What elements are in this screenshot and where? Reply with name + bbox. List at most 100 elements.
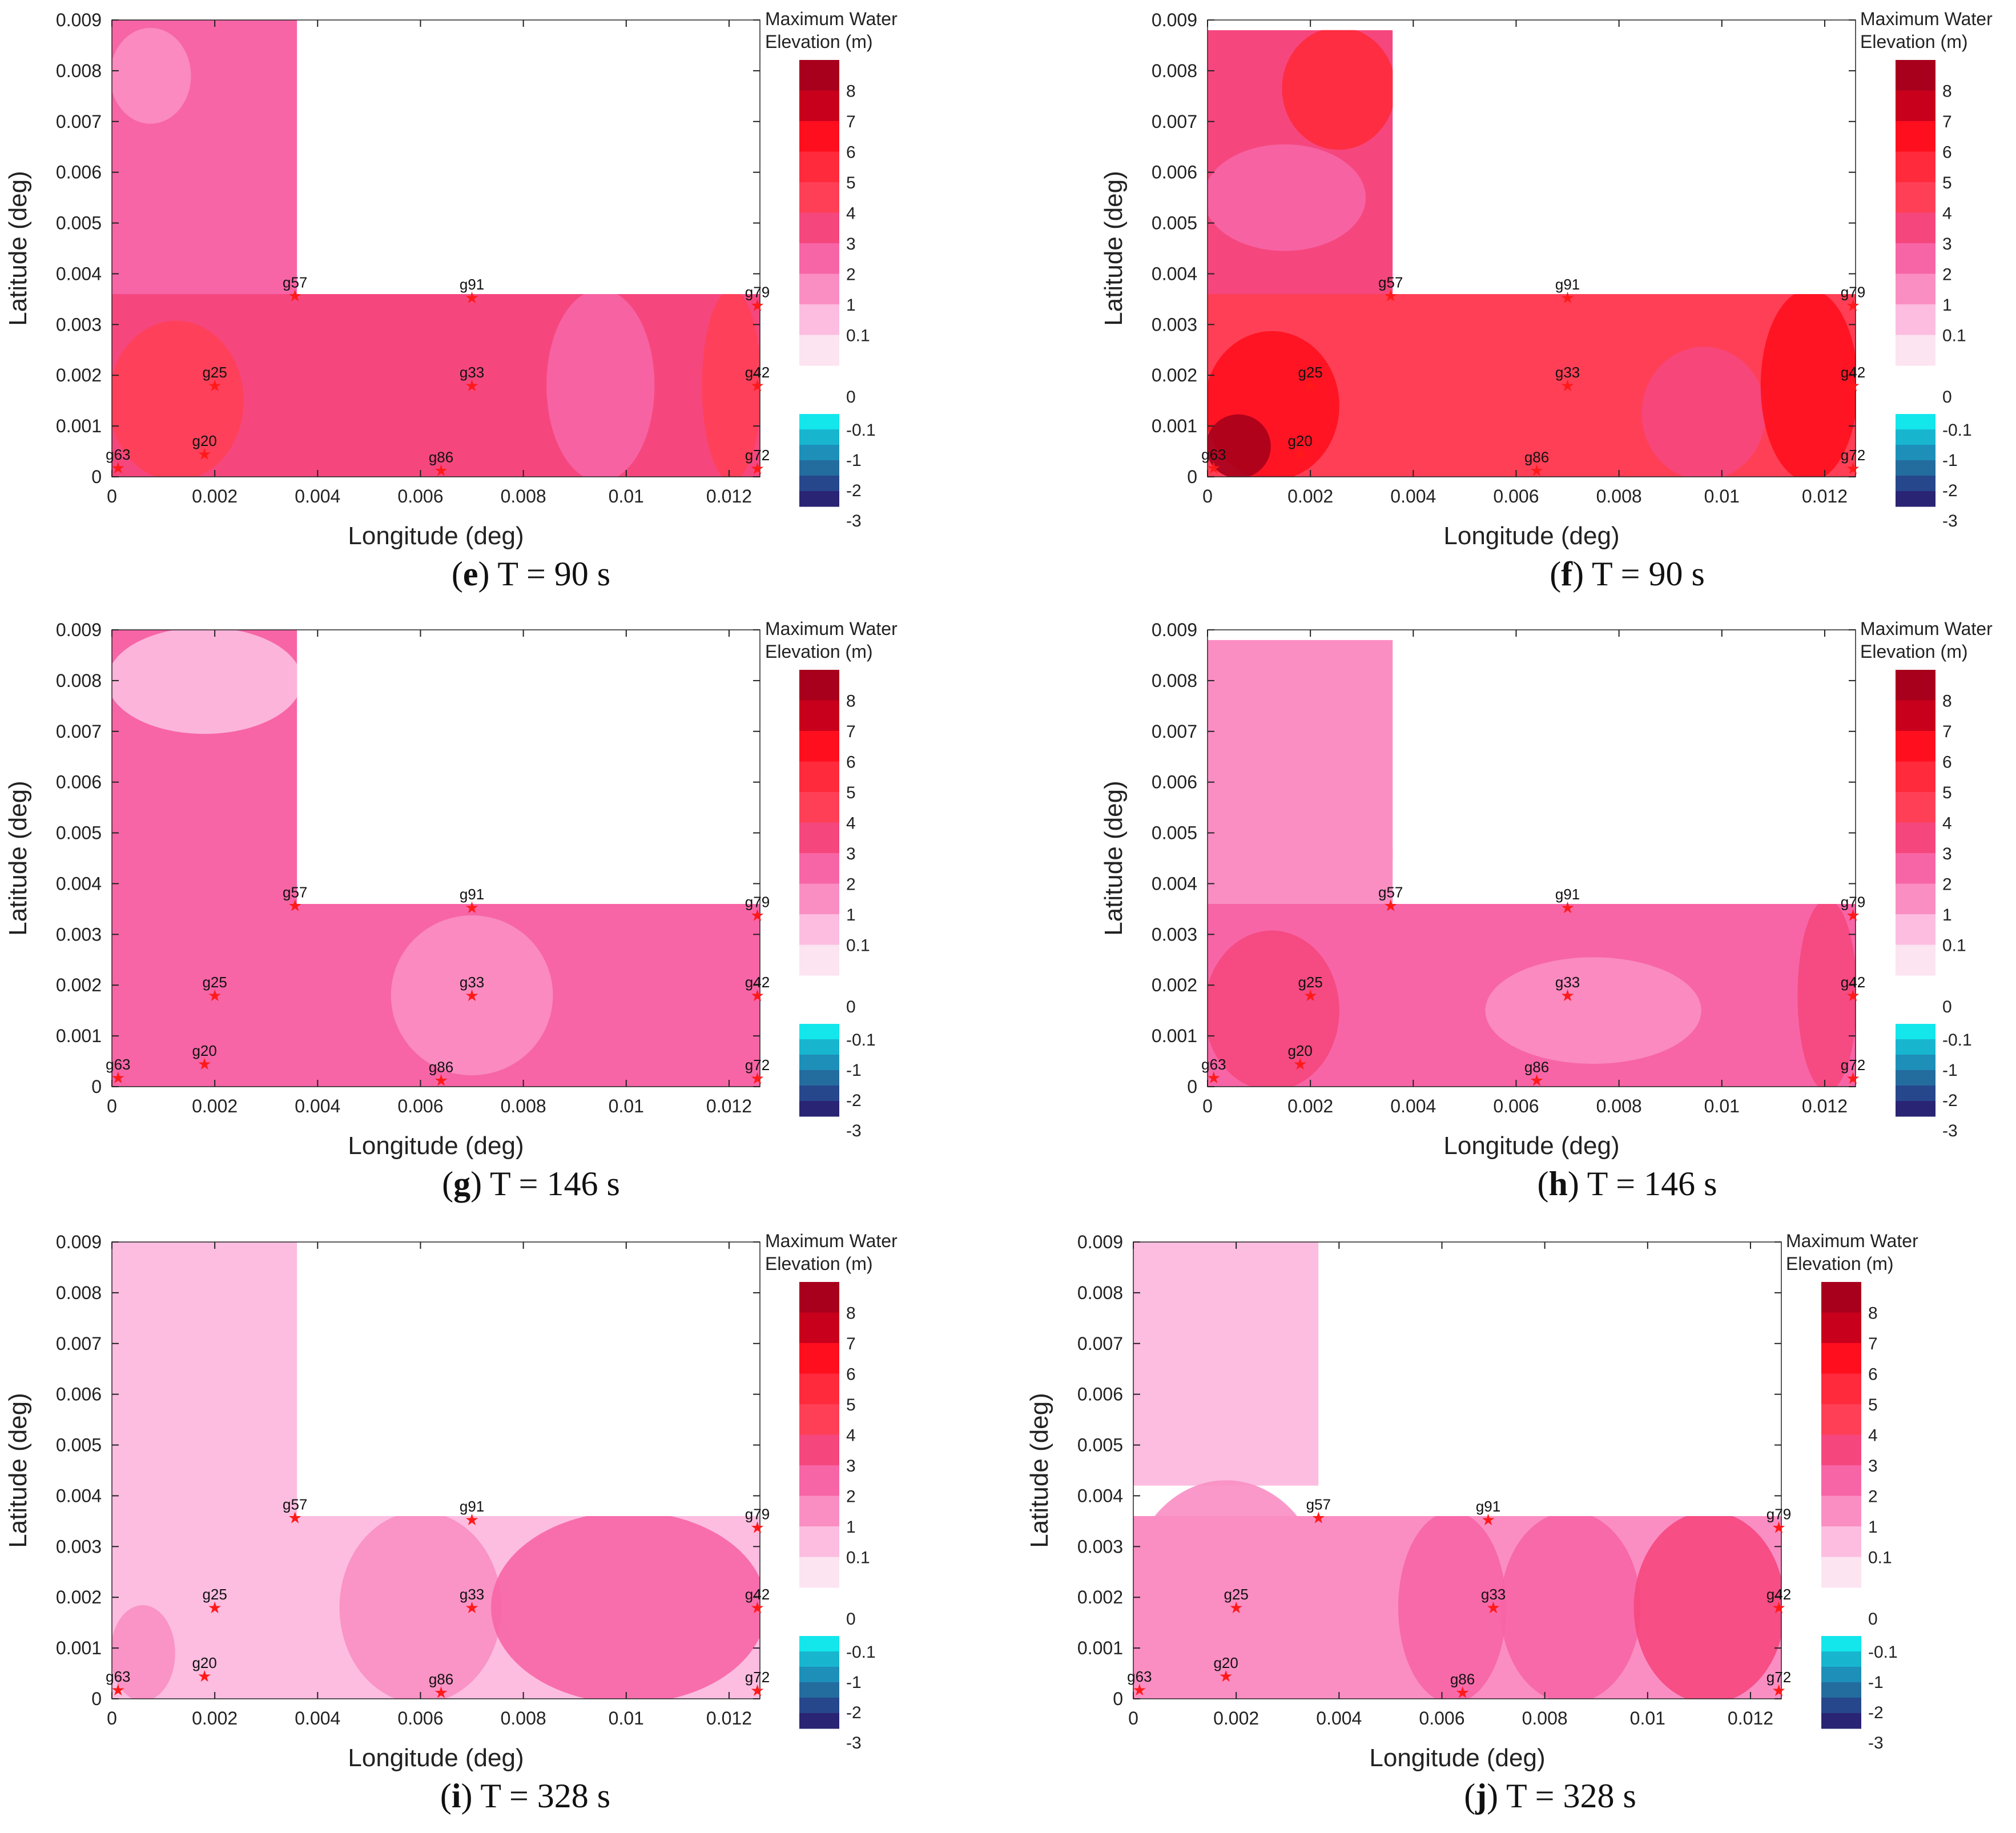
colorbar-tick-label: 2 [846, 875, 856, 894]
colorbar-tick-label: 5 [1868, 1396, 1878, 1414]
x-tick-label: 0.004 [1390, 486, 1436, 507]
elevation-region [1208, 831, 1398, 875]
colorbar-tick-label: 0 [1942, 998, 1952, 1016]
x-tick-label: 0.002 [192, 1096, 238, 1116]
gauge-label: g79 [745, 284, 770, 301]
colorbar-swatch [1821, 1713, 1861, 1729]
gauge-label: g20 [1287, 1042, 1312, 1059]
elevation-region [1797, 899, 1856, 1087]
colorbar-swatch [799, 1039, 839, 1055]
colorbar-tick-label: 8 [1942, 82, 1952, 101]
colorbar-swatch [799, 243, 839, 274]
gauge-label: g42 [1766, 1586, 1791, 1603]
colorbar-swatch [1896, 335, 1935, 366]
plot-frame [1207, 629, 1856, 1087]
gauge-marker: ★ [208, 1599, 222, 1617]
panel-e: 0 0.002 0.004 0.006 0.008 0.01 0.012 0 0.001 0.00… [4, 9, 898, 593]
plot-frame [1207, 19, 1856, 477]
elevation-region [1485, 957, 1701, 1064]
gauge-label: g20 [192, 1042, 216, 1059]
colorbar-tick-label: 7 [846, 112, 856, 131]
y-axis-label: Latitude (deg) [4, 171, 32, 326]
colorbar-tick-label: -1 [846, 451, 862, 470]
colorbar-swatch [1896, 151, 1935, 183]
colorbar-tick-label: 0 [846, 1610, 856, 1629]
colorbar-swatch [1821, 1557, 1861, 1588]
colorbar-title: Elevation (m) [765, 641, 873, 662]
colorbar-tick-label: -2 [846, 1091, 862, 1110]
x-tick-label: 0.01 [609, 1096, 644, 1116]
x-tick-label: 0.006 [397, 1096, 443, 1116]
colorbar-tick-label: 3 [846, 845, 856, 863]
elevation-field [1133, 1242, 1781, 1699]
colorbar-swatch [1821, 1682, 1861, 1698]
colorbar-tick-label: 1 [846, 1518, 856, 1537]
colorbar-swatch [1896, 491, 1935, 507]
colorbar-swatch [799, 1636, 839, 1652]
x-tick-label: 0.012 [706, 486, 752, 507]
colorbar-title: Maximum Water [1860, 618, 1993, 639]
gauge-marker: ★ [208, 987, 222, 1004]
colorbar-swatch [799, 1526, 839, 1557]
y-tick-label: 0.008 [1152, 670, 1197, 691]
elevation-region [1633, 1512, 1781, 1699]
elevation-region [1133, 1242, 1319, 1486]
colorbar-swatch [1821, 1636, 1861, 1652]
y-tick-label: 0.007 [1077, 1333, 1123, 1354]
colorbar-swatch [1896, 1070, 1935, 1086]
gauge-label: g63 [1201, 446, 1226, 463]
colorbar-swatch [799, 121, 839, 152]
y-tick-label: 0.003 [1077, 1536, 1123, 1557]
gauge-label: g25 [1298, 974, 1322, 991]
y-tick-label: 0.004 [1152, 263, 1197, 284]
elevation-field [1208, 640, 1856, 1087]
gauge-marker: ★ [750, 1682, 764, 1699]
colorbar-swatch [799, 883, 839, 915]
x-tick-label: 0.012 [1802, 486, 1848, 507]
y-tick-label: 0.005 [1077, 1435, 1123, 1456]
gauge-marker: ★ [1560, 899, 1575, 916]
gauge-marker: ★ [1846, 377, 1860, 395]
gauge-label: g33 [1555, 364, 1580, 381]
x-axis-label: Longitude (deg) [348, 522, 524, 550]
gauge-label: g57 [1306, 1496, 1331, 1513]
colorbar-tick-label: 0.1 [1942, 936, 1966, 955]
colorbar-swatch [1896, 1086, 1935, 1102]
gauge-marker: ★ [1132, 1681, 1146, 1699]
colorbar-tick-label: -2 [846, 1703, 862, 1722]
y-tick-label: 0.004 [56, 263, 102, 284]
panel-i: 0 0.002 0.004 0.006 0.008 0.01 0.012 0 0.001 0.00… [4, 1231, 898, 1815]
colorbar-tick-label: 6 [846, 753, 856, 772]
gauge-label: g91 [1555, 276, 1580, 293]
colorbar-swatch [1821, 1496, 1861, 1527]
plot-frame [111, 1241, 760, 1699]
elevation-field [112, 1242, 760, 1699]
gauge-label: g33 [460, 364, 484, 381]
elevation-region [1208, 930, 1339, 1087]
colorbar-tick-label: -1 [1868, 1673, 1884, 1692]
x-tick-label: 0.008 [501, 1096, 546, 1116]
colorbar-title: Elevation (m) [1860, 31, 1968, 52]
colorbar-swatch [1896, 212, 1935, 244]
elevation-field [112, 20, 760, 477]
colorbar-tick-label: -3 [1942, 1121, 1958, 1140]
x-tick-label: 0.012 [706, 1708, 752, 1729]
x-tick-label: 0.008 [1522, 1708, 1568, 1729]
gauge-marker: ★ [1560, 377, 1575, 395]
gauge-label: g72 [1841, 447, 1865, 464]
caption-paren: ( [442, 1165, 453, 1203]
gauge-marker: ★ [1455, 1683, 1470, 1701]
colorbar-swatch [799, 670, 839, 701]
gauge-label: g79 [745, 1506, 770, 1523]
gauge-label: g91 [460, 276, 484, 293]
gauge-label: g91 [460, 886, 484, 903]
x-tick-label: 0.012 [1802, 1096, 1848, 1116]
colorbar-swatch [799, 1465, 839, 1496]
caption-paren: ( [1550, 555, 1561, 593]
gauge-label: g86 [1450, 1670, 1475, 1687]
colorbar-swatch [799, 1404, 839, 1435]
y-tick-label: 0.001 [1077, 1638, 1123, 1658]
colorbar-swatch [799, 914, 839, 945]
y-tick-label: 0.007 [1152, 721, 1197, 742]
gauge-marker: ★ [750, 460, 764, 477]
